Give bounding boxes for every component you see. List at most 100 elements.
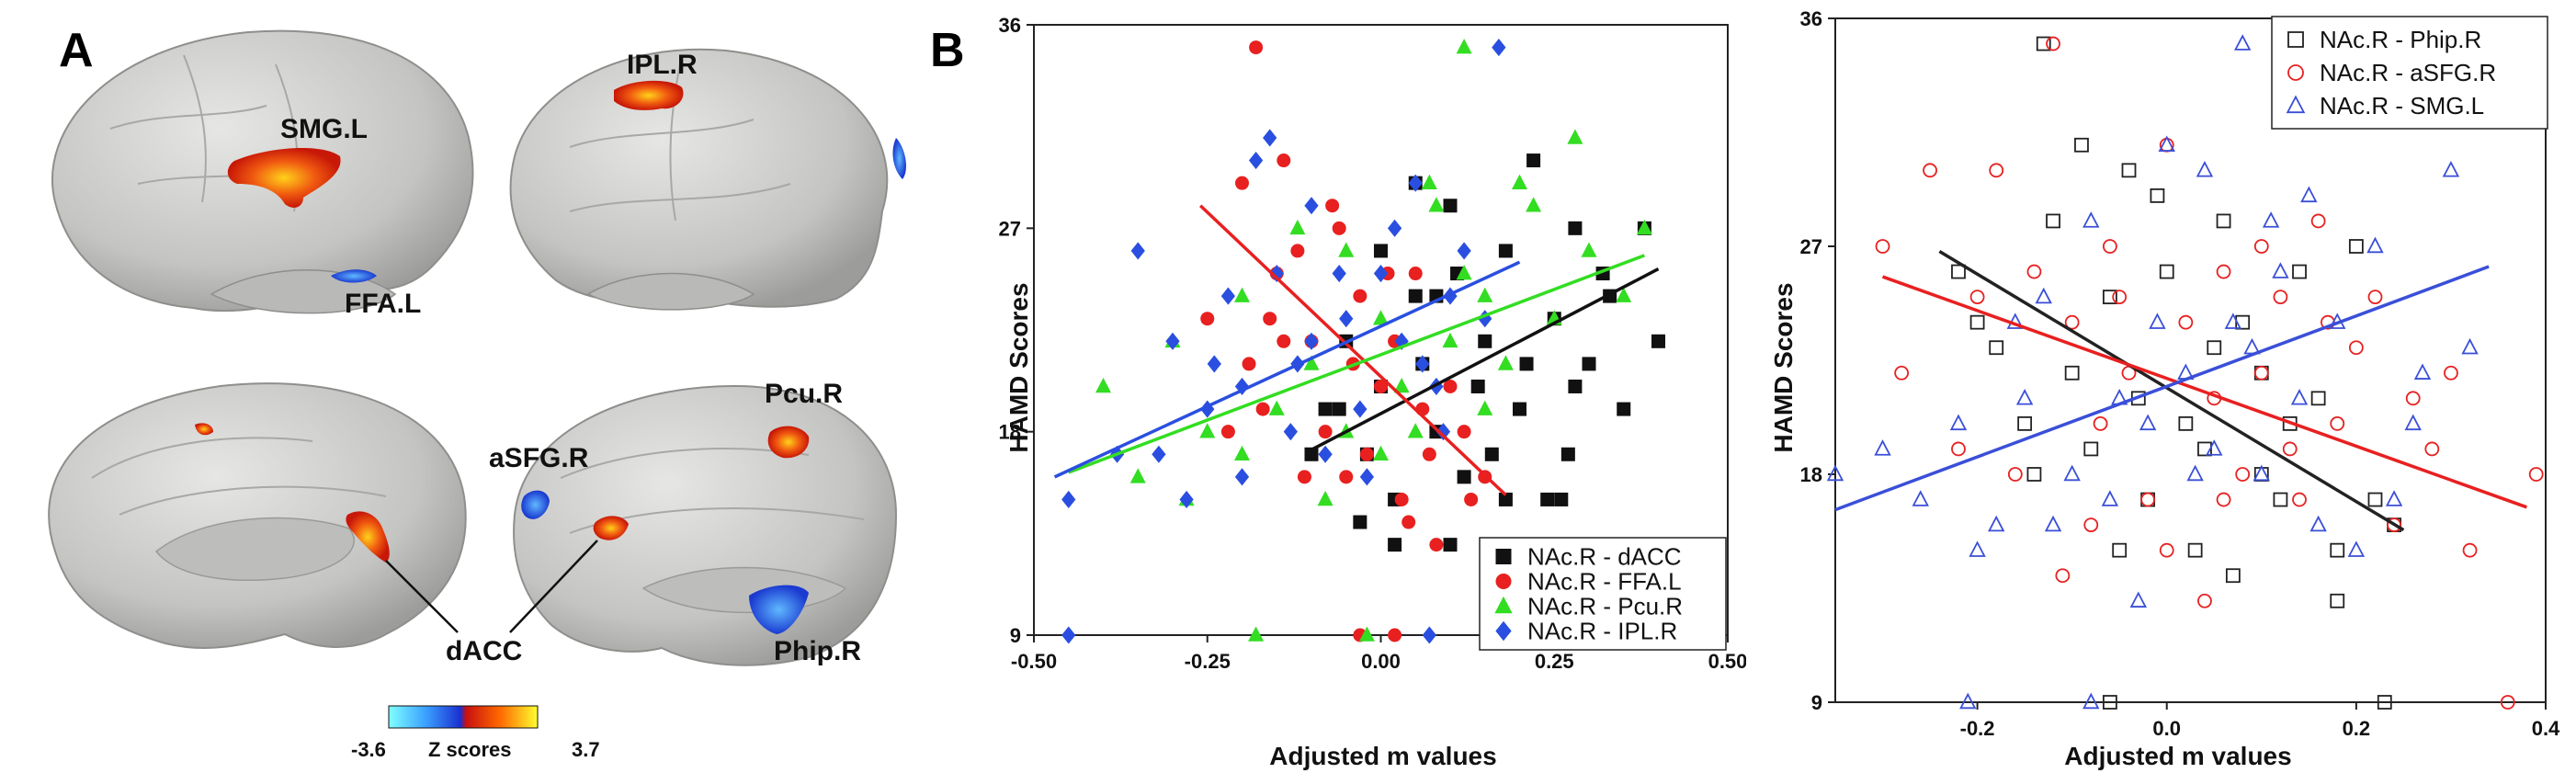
asfg-r-fit-line xyxy=(1881,275,2527,509)
phip-activation xyxy=(749,585,809,634)
phip-r-point xyxy=(2377,695,2392,710)
pcu-r-point xyxy=(1511,174,1528,189)
pcu-r-point xyxy=(1372,310,1390,325)
smg-l-point xyxy=(2082,692,2100,710)
y-tick-label: 36 xyxy=(999,14,1021,37)
smg-l-point xyxy=(1969,540,1986,557)
dacc-point xyxy=(1332,402,1346,416)
asfg-r-point xyxy=(2367,290,2383,305)
phip-r-point xyxy=(2178,415,2194,431)
asfg-r-point xyxy=(1969,290,1985,305)
phip-r-point xyxy=(2036,36,2051,51)
pcu-r-point xyxy=(1233,287,1251,302)
ffa-l-point xyxy=(1339,470,1354,484)
phip-r-point xyxy=(2026,467,2042,482)
asfg-r-point xyxy=(2159,542,2174,558)
pcu-r-point xyxy=(1616,287,1632,302)
pcu-activation xyxy=(767,426,810,459)
pcu-r-point xyxy=(1497,355,1514,370)
asfg-r-point xyxy=(2310,213,2326,229)
smg-l-point xyxy=(2139,414,2157,431)
pcu-r-point xyxy=(1421,174,1437,189)
ipl-r-point xyxy=(1492,39,1506,57)
pcu-r-point xyxy=(1248,626,1265,642)
pcu-r-point xyxy=(1477,400,1493,415)
ipl-r-point xyxy=(1130,242,1145,260)
edge-cold-activation xyxy=(892,138,906,179)
asfg-r-point xyxy=(2405,391,2421,406)
ipl-r-point xyxy=(1304,197,1319,215)
ffa-l-point xyxy=(1242,357,1256,371)
ffa-l-point xyxy=(1401,515,1416,529)
ipl-r-point xyxy=(1332,264,1346,283)
ffa-l-point xyxy=(1220,425,1235,439)
brain-panel: A SMG.L FFA.L IPL.R aSFG.R xyxy=(48,24,906,761)
legend-label-asfg-r: NAc.R - aSFG.R xyxy=(2320,59,2496,86)
y-tick-label: 9 xyxy=(1811,691,1822,714)
dacc-point xyxy=(1304,447,1319,461)
dacc-point xyxy=(1318,402,1333,416)
ffa-l-point xyxy=(1332,221,1346,235)
phip-r-point xyxy=(2017,415,2033,431)
asfg-r-point xyxy=(2093,415,2108,431)
dacc-point xyxy=(1513,402,1526,416)
smg-l-point xyxy=(1949,414,1968,431)
ipl-r-point xyxy=(1387,219,1402,237)
asfg-r-point xyxy=(2348,340,2364,356)
asfg-r-point xyxy=(1951,441,1966,457)
smg-l-point xyxy=(2082,211,2100,228)
dacc-point xyxy=(1478,334,1492,348)
ipl-r-point xyxy=(1304,332,1319,350)
smg-l-point xyxy=(2015,388,2034,405)
brain-left-medial xyxy=(48,382,467,649)
asfg-r-point xyxy=(2273,290,2288,305)
colorbar-max-label: 3.7 xyxy=(572,738,600,761)
ffa-l-point xyxy=(1263,312,1277,326)
brain-right-medial: aSFG.R Pcu.R Phip.R xyxy=(489,379,898,666)
phip-r-point xyxy=(2367,492,2383,507)
smg-l-point xyxy=(2366,236,2384,254)
phip-r-point xyxy=(2083,441,2099,457)
y-axis-title: HAMD Scores xyxy=(1769,282,1798,452)
smg-l-point xyxy=(2186,464,2204,482)
ffa-l-point xyxy=(1443,379,1458,393)
ffa-l-point xyxy=(1297,470,1311,484)
ipl-r-point xyxy=(1415,355,1430,373)
dacc-point xyxy=(1519,357,1534,371)
dacc-point xyxy=(1443,538,1458,552)
smg-l-point xyxy=(2262,211,2280,228)
ipl-r-point xyxy=(1339,310,1354,328)
legend-box xyxy=(1479,537,1727,651)
x-tick-label: 0.25 xyxy=(1535,650,1574,673)
pcu-r-point xyxy=(1372,445,1390,461)
phip-r-point xyxy=(2074,137,2089,153)
asfg-r-point xyxy=(2292,492,2307,507)
dacc-point xyxy=(1554,492,1569,506)
smg-l-point xyxy=(2233,34,2252,51)
ipl-r-point xyxy=(1359,468,1375,486)
legend-marker-dacc xyxy=(1495,549,1512,564)
ffa-l-point xyxy=(1255,402,1270,416)
asfg-r-point xyxy=(2216,264,2231,279)
y-tick-label: 18 xyxy=(1800,463,1822,486)
legend-label-ffa-l: NAc.R - FFA.L xyxy=(1527,568,1682,596)
phip-r-point xyxy=(2187,542,2203,558)
smg-activation xyxy=(227,147,341,208)
asfg-r-point xyxy=(2253,365,2269,381)
dacc-point xyxy=(1443,199,1458,213)
asfg-r-point xyxy=(2046,36,2060,51)
ffa-l-point xyxy=(1290,244,1305,258)
pcu-r-point xyxy=(1199,423,1216,438)
asfg-r-point xyxy=(2178,314,2194,330)
y-tick-label: 36 xyxy=(1800,7,1822,30)
legend-marker-ipl-r xyxy=(1495,620,1512,642)
y-tick-label: 18 xyxy=(999,421,1021,444)
phip-r-point xyxy=(2273,492,2288,507)
smg-l-point xyxy=(1988,515,2005,532)
pcu-r-point xyxy=(1303,355,1320,370)
asfg-r-point xyxy=(1989,163,2004,178)
ffa-l-point xyxy=(1277,153,1291,168)
phip-r-point xyxy=(2102,290,2117,305)
smg-l-point xyxy=(2206,439,2223,456)
